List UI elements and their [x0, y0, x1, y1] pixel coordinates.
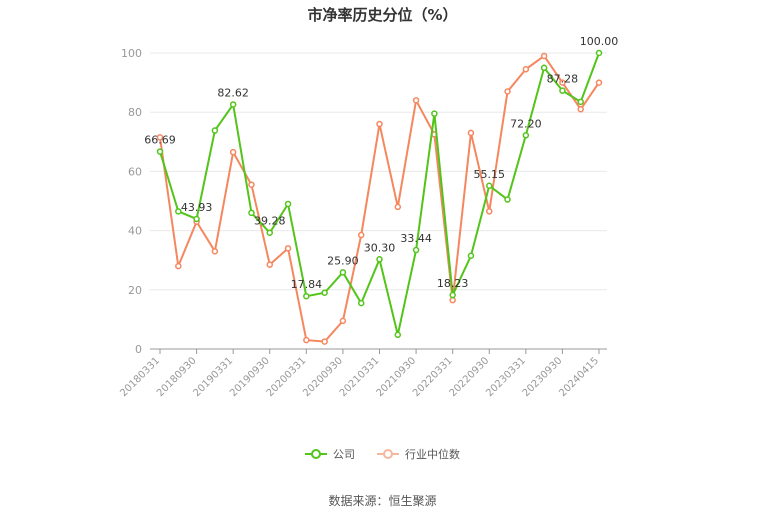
- data-point-0: [577, 98, 584, 106]
- data-point-0: [229, 101, 237, 108]
- data-point-0: [266, 229, 273, 236]
- y-tick-label: 20: [128, 284, 142, 297]
- data-point-0: [248, 209, 255, 217]
- data-point-0: [321, 289, 328, 297]
- data-point-0: [431, 110, 438, 117]
- data-point-1: [357, 231, 365, 239]
- data-label: 72.20: [510, 117, 542, 130]
- data-point-1: [284, 245, 292, 252]
- data-point-0: [486, 182, 493, 190]
- data-label: 87.28: [547, 73, 579, 86]
- legend-item-industry[interactable]: 行业中位数: [377, 446, 460, 462]
- data-point-1: [486, 208, 493, 215]
- data-point-0: [284, 200, 292, 208]
- data-point-0: [540, 64, 548, 72]
- legend-industry-marker: [377, 449, 399, 459]
- data-point-0: [303, 292, 310, 300]
- data-point-0: [175, 208, 182, 215]
- data-label: 30.30: [364, 241, 396, 254]
- data-point-0: [449, 291, 456, 299]
- data-point-0: [595, 49, 603, 57]
- data-point-1: [321, 338, 328, 345]
- y-tick-label: 60: [128, 165, 142, 178]
- data-point-0: [394, 331, 402, 339]
- legend-industry-label: 行业中位数: [405, 448, 460, 461]
- data-point-1: [540, 52, 548, 60]
- data-point-1: [211, 248, 219, 255]
- data-point-1: [175, 262, 182, 270]
- y-tick-label: 100: [121, 47, 142, 60]
- data-point-1: [303, 336, 310, 344]
- data-point-1: [449, 296, 456, 304]
- data-label: 25.90: [327, 254, 359, 267]
- y-tick-label: 40: [128, 225, 142, 238]
- data-point-0: [504, 196, 511, 203]
- data-point-1: [412, 97, 420, 104]
- data-point-0: [412, 246, 420, 254]
- data-point-1: [156, 134, 164, 141]
- chart-legend: 公司 行业中位数: [0, 446, 765, 462]
- x-tick-label: 20240415: [557, 355, 601, 399]
- data-label: 82.62: [217, 86, 249, 99]
- data-point-0: [376, 256, 383, 263]
- data-point-1: [248, 181, 255, 188]
- data-point-1: [339, 317, 347, 325]
- data-label: 55.15: [474, 168, 506, 181]
- data-label: 18.23: [437, 277, 469, 290]
- data-point-1: [595, 79, 603, 86]
- data-label: 39.28: [254, 215, 286, 228]
- data-point-1: [394, 203, 402, 211]
- data-point-0: [522, 132, 530, 139]
- legend-item-company[interactable]: 公司: [305, 446, 355, 462]
- data-source: 数据来源：恒生聚源: [328, 494, 437, 508]
- y-tick-label: 80: [128, 106, 142, 119]
- data-label: 100.00: [580, 35, 619, 48]
- data-point-1: [376, 120, 383, 128]
- data-point-1: [229, 148, 237, 156]
- data-label: 66.69: [144, 134, 176, 147]
- data-point-0: [193, 215, 200, 223]
- legend-company-label: 公司: [333, 448, 355, 461]
- chart-title: 市净率历史分位（%）: [307, 6, 458, 24]
- data-point-0: [357, 299, 365, 307]
- data-point-1: [577, 105, 584, 113]
- data-point-1: [266, 261, 273, 268]
- y-tick-label: 0: [135, 343, 142, 356]
- data-point-0: [339, 269, 347, 276]
- data-label: 33.44: [400, 232, 432, 245]
- data-point-1: [504, 88, 511, 95]
- data-point-1: [467, 129, 475, 137]
- data-point-0: [467, 252, 475, 260]
- data-point-1: [522, 66, 530, 73]
- legend-company-marker: [305, 449, 327, 459]
- data-label: 43.93: [181, 201, 213, 214]
- data-point-0: [211, 127, 219, 134]
- data-point-0: [559, 87, 566, 94]
- data-point-1: [559, 79, 566, 86]
- data-label: 17.84: [291, 278, 323, 291]
- data-point-0: [156, 148, 164, 155]
